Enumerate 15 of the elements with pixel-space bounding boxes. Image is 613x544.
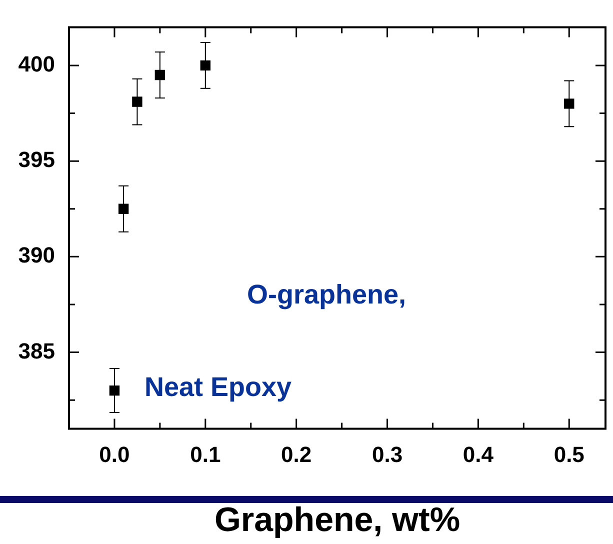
x-tick-label: 0.1 bbox=[190, 442, 221, 468]
x-tick-label: 0.0 bbox=[99, 442, 130, 468]
y-tick-label: 400 bbox=[18, 52, 55, 77]
x-tick-label: 0.5 bbox=[554, 442, 584, 468]
point bbox=[132, 96, 142, 107]
point bbox=[564, 98, 574, 109]
x-tick-label: 0.3 bbox=[372, 442, 403, 468]
annotation: Neat Epoxy bbox=[144, 372, 292, 402]
x-axis-title: Graphene, wt% bbox=[214, 500, 460, 539]
x-tick-label: 0.2 bbox=[281, 442, 312, 468]
y-tick-label: 395 bbox=[18, 147, 55, 172]
y-tick-label: 390 bbox=[18, 242, 55, 268]
annotation: O-graphene, bbox=[247, 280, 406, 310]
x-tick-label: 0.4 bbox=[462, 442, 494, 468]
y-tick-label: 385 bbox=[18, 338, 55, 364]
